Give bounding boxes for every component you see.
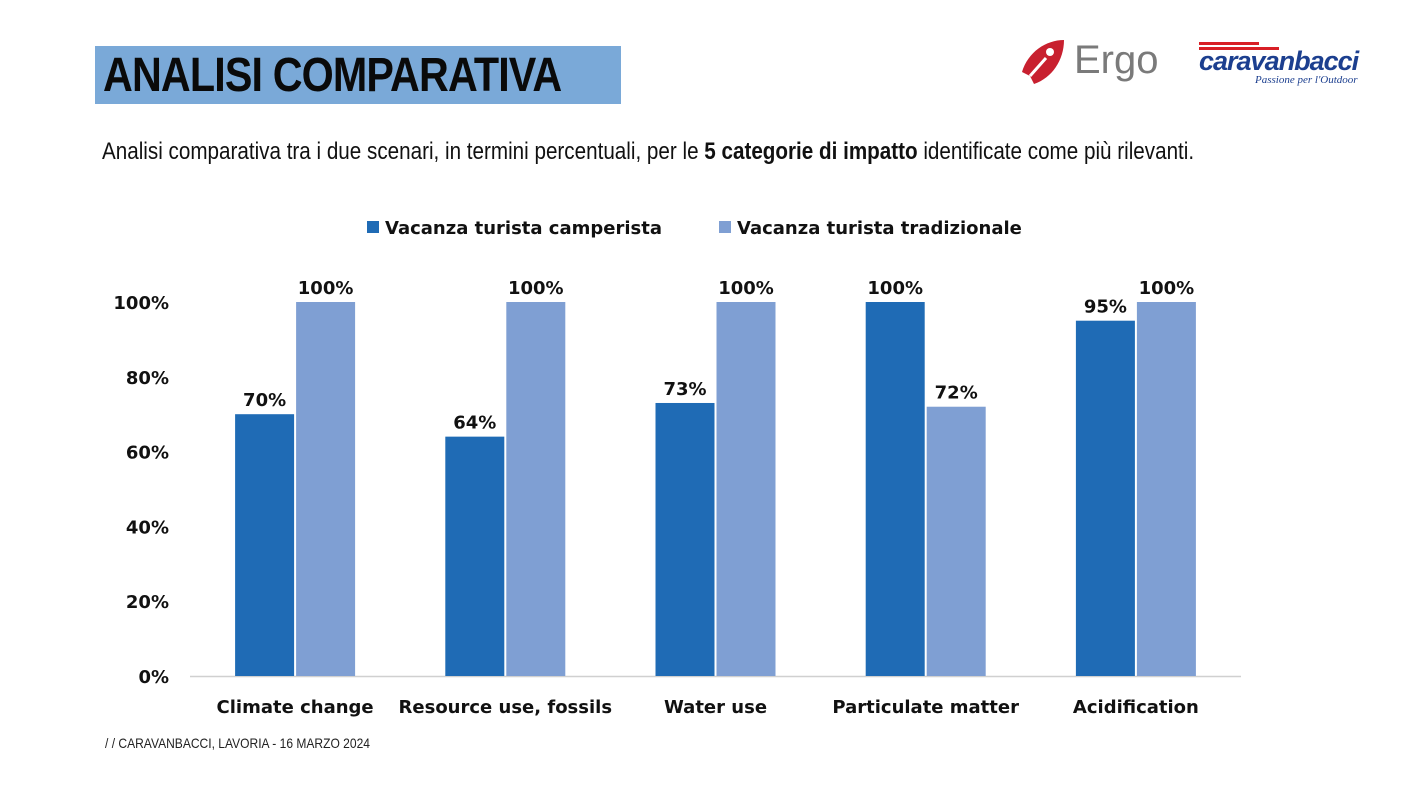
- subtitle-bold: 5 categorie di impatto: [704, 138, 918, 165]
- ergo-rocket-icon: [1022, 40, 1064, 84]
- data-label: 100%: [298, 278, 354, 299]
- ergo-logo: Ergo: [1016, 36, 1166, 90]
- y-tick-label: 80%: [126, 368, 169, 389]
- legend-label: Vacanza turista camperista: [385, 218, 662, 239]
- data-label: 100%: [867, 278, 923, 299]
- data-label: 70%: [243, 390, 286, 411]
- caravanbacci-stripes-icon: [1199, 42, 1279, 50]
- data-label: 100%: [1139, 278, 1195, 299]
- data-label: 72%: [935, 383, 978, 404]
- bar-tradizionale: [506, 302, 566, 676]
- legend-swatch: [367, 221, 379, 233]
- bar-camperista: [655, 402, 715, 676]
- y-tick-label: 0%: [138, 667, 169, 688]
- bar-camperista: [865, 302, 925, 676]
- bar-tradizionale: [1136, 302, 1196, 676]
- bar-tradizionale: [926, 406, 986, 676]
- y-tick-label: 40%: [126, 517, 169, 538]
- x-category-label: Water use: [664, 697, 767, 718]
- y-tick-label: 60%: [126, 443, 169, 464]
- data-label: 95%: [1084, 297, 1127, 318]
- caravanbacci-logo: caravanbacci Passione per l'Outdoor: [1197, 40, 1367, 94]
- caravanbacci-logo-tagline: Passione per l'Outdoor: [1255, 74, 1358, 86]
- bar-camperista: [1075, 320, 1135, 676]
- bar-camperista: [235, 414, 295, 676]
- y-tick-label: 100%: [113, 293, 169, 314]
- bar-camperista: [445, 436, 505, 676]
- x-category-label: Particulate matter: [832, 697, 1019, 718]
- page-subtitle: Analisi comparativa tra i due scenari, i…: [102, 138, 1194, 166]
- data-label: 64%: [453, 413, 496, 434]
- title-banner: ANALISI COMPARATIVA: [95, 46, 621, 104]
- data-label: 73%: [663, 379, 706, 400]
- legend-swatch: [719, 221, 731, 233]
- x-category-label: Resource use, fossils: [399, 697, 613, 718]
- ergo-logo-text: Ergo: [1074, 38, 1159, 82]
- footer-note: / / CARAVANBACCI, LAVORIA - 16 MARZO 202…: [105, 735, 370, 751]
- data-label: 100%: [718, 278, 774, 299]
- subtitle-post: identificate come più rilevanti.: [917, 138, 1195, 165]
- caravanbacci-logo-name: caravanbacci: [1199, 46, 1359, 76]
- x-category-label: Climate change: [217, 697, 374, 718]
- bar-tradizionale: [716, 302, 776, 676]
- legend-label: Vacanza turista tradizionale: [737, 218, 1022, 239]
- y-tick-label: 20%: [126, 592, 169, 613]
- bar-tradizionale: [296, 302, 356, 676]
- data-label: 100%: [508, 278, 564, 299]
- page-title: ANALISI COMPARATIVA: [103, 49, 562, 102]
- subtitle-pre: Analisi comparativa tra i due scenari, i…: [102, 138, 705, 165]
- x-category-label: Acidification: [1073, 697, 1199, 718]
